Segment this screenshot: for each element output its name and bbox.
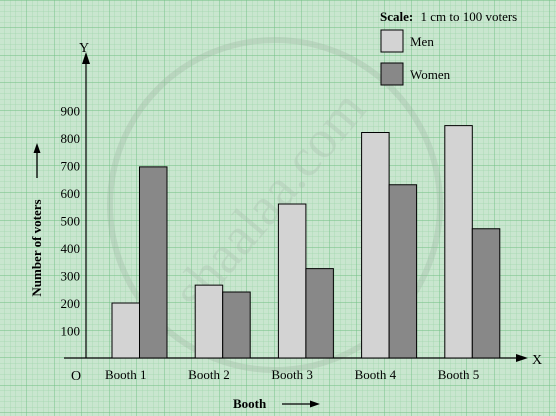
x-tick-label: Booth 1 (105, 367, 147, 382)
bar-men-1 (112, 303, 140, 358)
bar-women-5 (472, 229, 500, 358)
x-axis-title: Booth (233, 396, 267, 411)
origin-label: O (71, 369, 81, 384)
y-tick-label: 500 (61, 214, 81, 229)
bar-women-3 (306, 269, 334, 358)
x-tick-label: Booth 4 (355, 367, 397, 382)
bar-men-2 (195, 285, 223, 358)
x-tick-label: Booth 5 (438, 367, 480, 382)
scale-label: Scale: (380, 9, 413, 24)
scale-note: Scale: 1 cm to 100 voters (380, 9, 517, 24)
y-tick-labels: 100 200 300 400 500 600 700 800 900 (61, 104, 81, 339)
x-tick-label: Booth 2 (188, 367, 230, 382)
legend-swatch-men (381, 30, 403, 52)
bar-men-3 (278, 204, 306, 358)
y-tick-label: 800 (61, 131, 81, 146)
bar-women-1 (140, 167, 168, 358)
bar-women-4 (389, 185, 417, 358)
y-tick-label: 100 (61, 324, 81, 339)
bar-men-4 (362, 133, 390, 359)
legend-label-women: Women (410, 67, 451, 82)
y-tick-label: 300 (61, 269, 81, 284)
y-tick-label: 200 (61, 296, 81, 311)
x-tick-label: Booth 3 (271, 367, 313, 382)
y-tick-label: 700 (61, 159, 81, 174)
legend-swatch-women (381, 63, 403, 85)
y-tick-label: 600 (61, 186, 81, 201)
y-tick-label: 400 (61, 241, 81, 256)
x-axis-letter: X (532, 353, 542, 368)
y-tick-label: 900 (61, 104, 81, 119)
bar-men-5 (445, 126, 473, 358)
y-axis-letter: Y (79, 41, 89, 56)
bar-women-2 (223, 292, 251, 358)
scale-text: 1 cm to 100 voters (420, 9, 517, 24)
y-axis-title: Number of voters (29, 199, 44, 296)
legend-label-men: Men (410, 34, 434, 49)
